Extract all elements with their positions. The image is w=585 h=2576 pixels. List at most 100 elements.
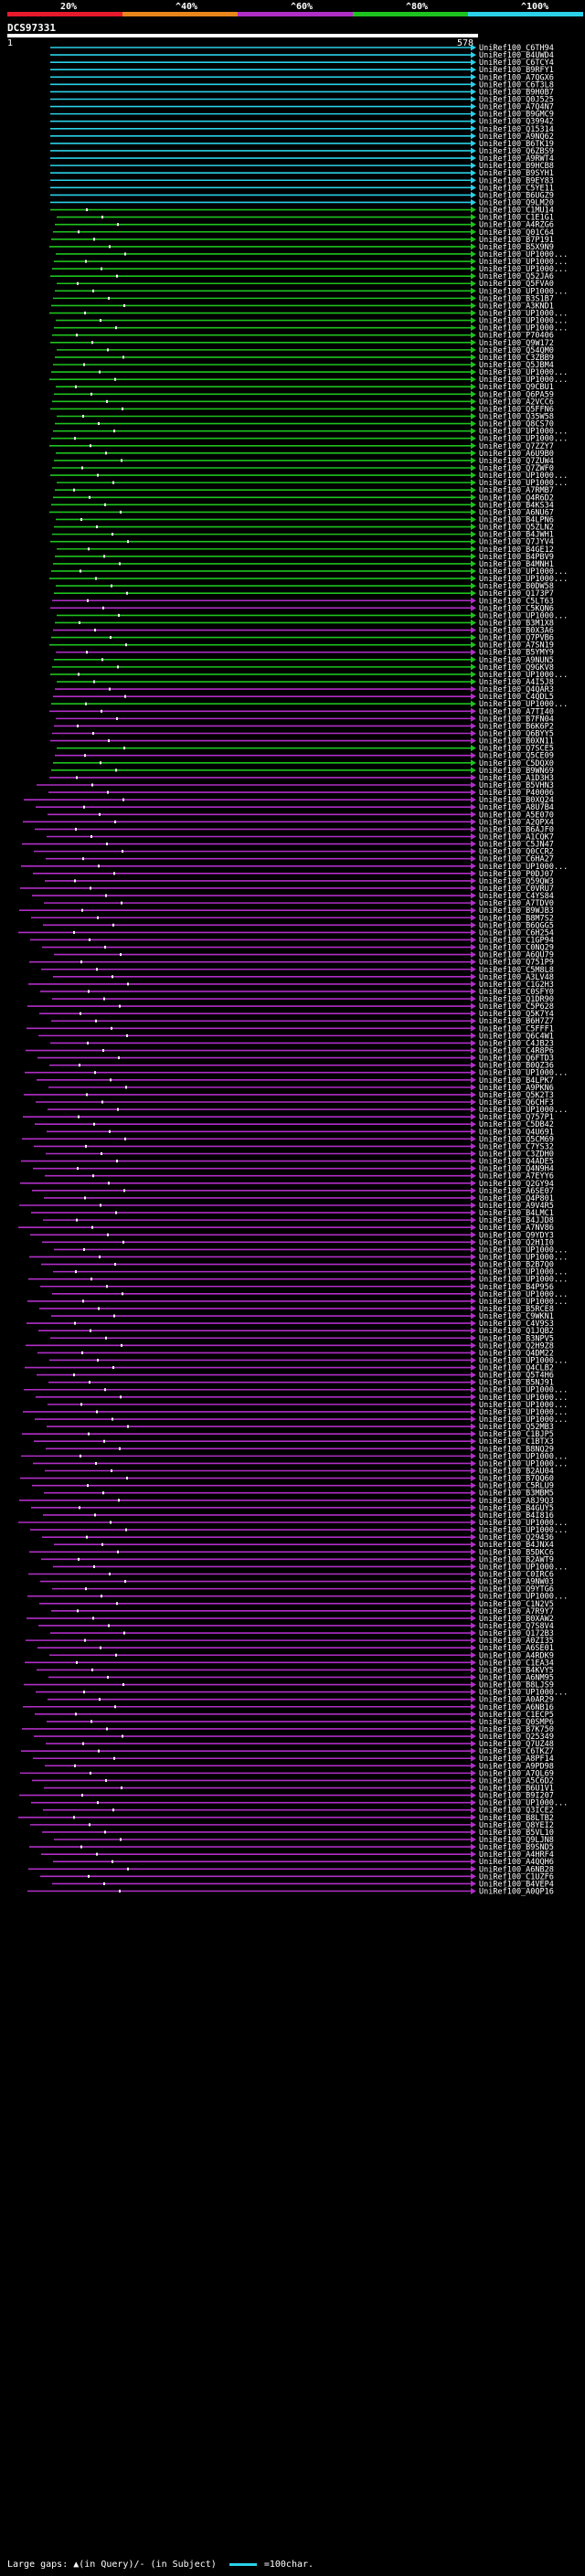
hit-label[interactable]: UniRef100_Q7SCE5 (479, 745, 554, 754)
hit-label[interactable]: UniRef100_A8U7B4 (479, 803, 554, 812)
hit-label[interactable]: UniRef100_C4JB23 (479, 1039, 554, 1048)
hit-label[interactable]: UniRef100_C7YS32 (479, 1142, 554, 1151)
hit-label[interactable]: UniRef100_UP1000... (479, 1356, 568, 1365)
hit-label[interactable]: UniRef100_UP1000... (479, 1386, 568, 1395)
hit-label[interactable]: UniRef100_A4RDK9 (479, 1651, 554, 1660)
hit-label[interactable]: UniRef100_Q54QM0 (479, 346, 554, 355)
hit-label[interactable]: UniRef100_UP1000... (479, 1298, 568, 1307)
hit-label[interactable]: UniRef100_C5FFF1 (479, 1024, 554, 1034)
hit-label[interactable]: UniRef100_A4HRF4 (479, 1850, 554, 1860)
hit-label[interactable]: UniRef100_A3KND1 (479, 302, 554, 311)
hit-label[interactable]: UniRef100_A5C6D2 (479, 1776, 554, 1786)
hit-label[interactable]: UniRef100_B5X9N9 (479, 243, 554, 252)
hit-label[interactable]: UniRef100_P70406 (479, 332, 554, 341)
hit-label[interactable]: UniRef100_A7SN19 (479, 641, 554, 651)
hit-label[interactable]: UniRef100_C1N2V5 (479, 1600, 554, 1609)
hit-label[interactable]: UniRef100_Q52JA6 (479, 272, 554, 281)
hit-label[interactable]: UniRef100_Q01C64 (479, 228, 554, 238)
hit-label[interactable]: UniRef100_B5YMY9 (479, 649, 554, 658)
hit-label[interactable]: UniRef100_C5DB42 (479, 1120, 554, 1129)
hit-label[interactable]: UniRef100_UP1000... (479, 1401, 568, 1410)
hit-label[interactable]: UniRef100_UP1000... (479, 1106, 568, 1115)
hit-label[interactable]: UniRef100_B4P956 (479, 1283, 554, 1292)
hit-label[interactable]: UniRef100_UP1000... (479, 250, 568, 260)
hit-label[interactable]: UniRef100_A7R9Y7 (479, 1607, 554, 1617)
hit-label[interactable]: UniRef100_Q0SMP6 (479, 1718, 554, 1727)
hit-label[interactable]: UniRef100_B4LPK7 (479, 1076, 554, 1086)
hit-label[interactable]: UniRef100_B4LPN6 (479, 515, 554, 525)
hit-label[interactable]: UniRef100_C3ZDH0 (479, 1150, 554, 1160)
hit-label[interactable]: UniRef100_A6NB16 (479, 1703, 554, 1712)
hit-label[interactable]: UniRef100_Q9YTG6 (479, 1585, 554, 1595)
hit-label[interactable]: UniRef100_Q6C4W1 (479, 1032, 554, 1041)
hit-label[interactable]: UniRef100_Q1JQB2 (479, 1327, 554, 1336)
hit-label[interactable]: UniRef100_Q7ZUW4 (479, 457, 554, 466)
hit-label[interactable]: UniRef100_A3LV48 (479, 973, 554, 982)
hit-label[interactable]: UniRef100_C1G2H3 (479, 981, 554, 990)
hit-label[interactable]: UniRef100_UP1000... (479, 863, 568, 872)
hit-label[interactable]: UniRef100_A5E070 (479, 811, 554, 820)
hit-label[interactable]: UniRef100_C5LT63 (479, 597, 554, 606)
hit-label[interactable]: UniRef100_Q15314 (479, 125, 554, 134)
hit-label[interactable]: UniRef100_UP1000... (479, 671, 568, 680)
hit-label[interactable]: UniRef100_Q757P1 (479, 1113, 554, 1122)
hit-label[interactable]: UniRef100_Q172B3 (479, 1629, 554, 1638)
hit-label[interactable]: UniRef100_Q0CCR2 (479, 848, 554, 857)
hit-label[interactable]: UniRef100_B2B7Q0 (479, 1261, 554, 1270)
hit-label[interactable]: UniRef100_B9H0B7 (479, 88, 554, 97)
hit-label[interactable]: UniRef100_A9V4R5 (479, 1202, 554, 1211)
hit-label[interactable]: UniRef100_Q8YEI2 (479, 1821, 554, 1830)
hit-label[interactable]: UniRef100_UP1000... (479, 1799, 568, 1808)
hit-label[interactable]: UniRef100_Q1DR90 (479, 995, 554, 1004)
hit-label[interactable]: UniRef100_UP1000... (479, 310, 568, 319)
hit-label[interactable]: UniRef100_UP1000... (479, 1593, 568, 1602)
hit-label[interactable]: UniRef100_Q9W172 (479, 339, 554, 348)
hit-label[interactable]: UniRef100_A9NW03 (479, 1578, 554, 1587)
hit-label[interactable]: UniRef100_B4MNH1 (479, 560, 554, 569)
hit-label[interactable]: UniRef100_Q4P801 (479, 1194, 554, 1203)
hit-label[interactable]: UniRef100_Q4CLB2 (479, 1364, 554, 1373)
hit-label[interactable]: UniRef100_UP1000... (479, 1452, 568, 1461)
hit-label[interactable]: UniRef100_A9NQ62 (479, 133, 554, 142)
hit-label[interactable]: UniRef100_C4V9S3 (479, 1320, 554, 1329)
hit-label[interactable]: UniRef100_A7EYY6 (479, 1172, 554, 1182)
hit-label[interactable]: UniRef100_B4GE12 (479, 546, 554, 555)
hit-label[interactable]: UniRef100_UP1000... (479, 258, 568, 267)
hit-label[interactable]: UniRef100_B9HCB8 (479, 162, 554, 171)
hit-label[interactable]: UniRef100_UP1000... (479, 567, 568, 577)
hit-label[interactable]: UniRef100_A1D3H3 (479, 774, 554, 783)
hit-label[interactable]: UniRef100_Q4N9H4 (479, 1165, 554, 1174)
hit-label[interactable]: UniRef100_A2VCC6 (479, 398, 554, 407)
hit-label[interactable]: UniRef100_A7TI40 (479, 707, 554, 716)
hit-label[interactable]: UniRef100_Q6CHF3 (479, 1098, 554, 1108)
hit-label[interactable]: UniRef100_C6TCY4 (479, 58, 554, 68)
hit-label[interactable]: UniRef100_B9RFY1 (479, 66, 554, 75)
hit-label[interactable]: UniRef100_Q2H1I0 (479, 1238, 554, 1247)
hit-label[interactable]: UniRef100_B5DKC6 (479, 1548, 554, 1557)
hit-label[interactable]: UniRef100_Q3ICE2 (479, 1807, 554, 1816)
hit-label[interactable]: UniRef100_C0SFY0 (479, 988, 554, 997)
hit-label[interactable]: UniRef100_Q5ZLN2 (479, 524, 554, 533)
hit-label[interactable]: UniRef100_C1BJP5 (479, 1430, 554, 1439)
hit-label[interactable]: UniRef100_C0NQ29 (479, 944, 554, 953)
hit-label[interactable]: UniRef100_Q2GY94 (479, 1180, 554, 1189)
hit-label[interactable]: UniRef100_UP1000... (479, 1519, 568, 1528)
hit-label[interactable]: UniRef100_Q173P7 (479, 589, 554, 599)
hit-label[interactable]: UniRef100_Q4DM22 (479, 1349, 554, 1358)
hit-label[interactable]: UniRef100_C4QDL5 (479, 693, 554, 702)
hit-label[interactable]: UniRef100_A6SE01 (479, 1644, 554, 1653)
hit-label[interactable]: UniRef100_B0XAW2 (479, 1615, 554, 1624)
hit-label[interactable]: UniRef100_B7P191 (479, 236, 554, 245)
hit-label[interactable]: UniRef100_B9SND5 (479, 1843, 554, 1852)
hit-label[interactable]: UniRef100_C6H254 (479, 928, 554, 938)
hit-label[interactable]: UniRef100_B8LTB2 (479, 1814, 554, 1823)
hit-label[interactable]: UniRef100_Q6BYY5 (479, 730, 554, 739)
hit-label[interactable]: UniRef100_UP1000... (479, 287, 568, 296)
hit-label[interactable]: UniRef100_A9RWT4 (479, 154, 554, 164)
hit-label[interactable]: UniRef100_Q0J525 (479, 95, 554, 104)
hit-label[interactable]: UniRef100_UP1000... (479, 1563, 568, 1572)
hit-label[interactable]: UniRef100_B4VEP4 (479, 1880, 554, 1889)
hit-label[interactable]: UniRef100_B9WJB3 (479, 906, 554, 916)
hit-label[interactable]: UniRef100_UP1000... (479, 1394, 568, 1403)
hit-label[interactable]: UniRef100_A8J9Q3 (479, 1497, 554, 1506)
